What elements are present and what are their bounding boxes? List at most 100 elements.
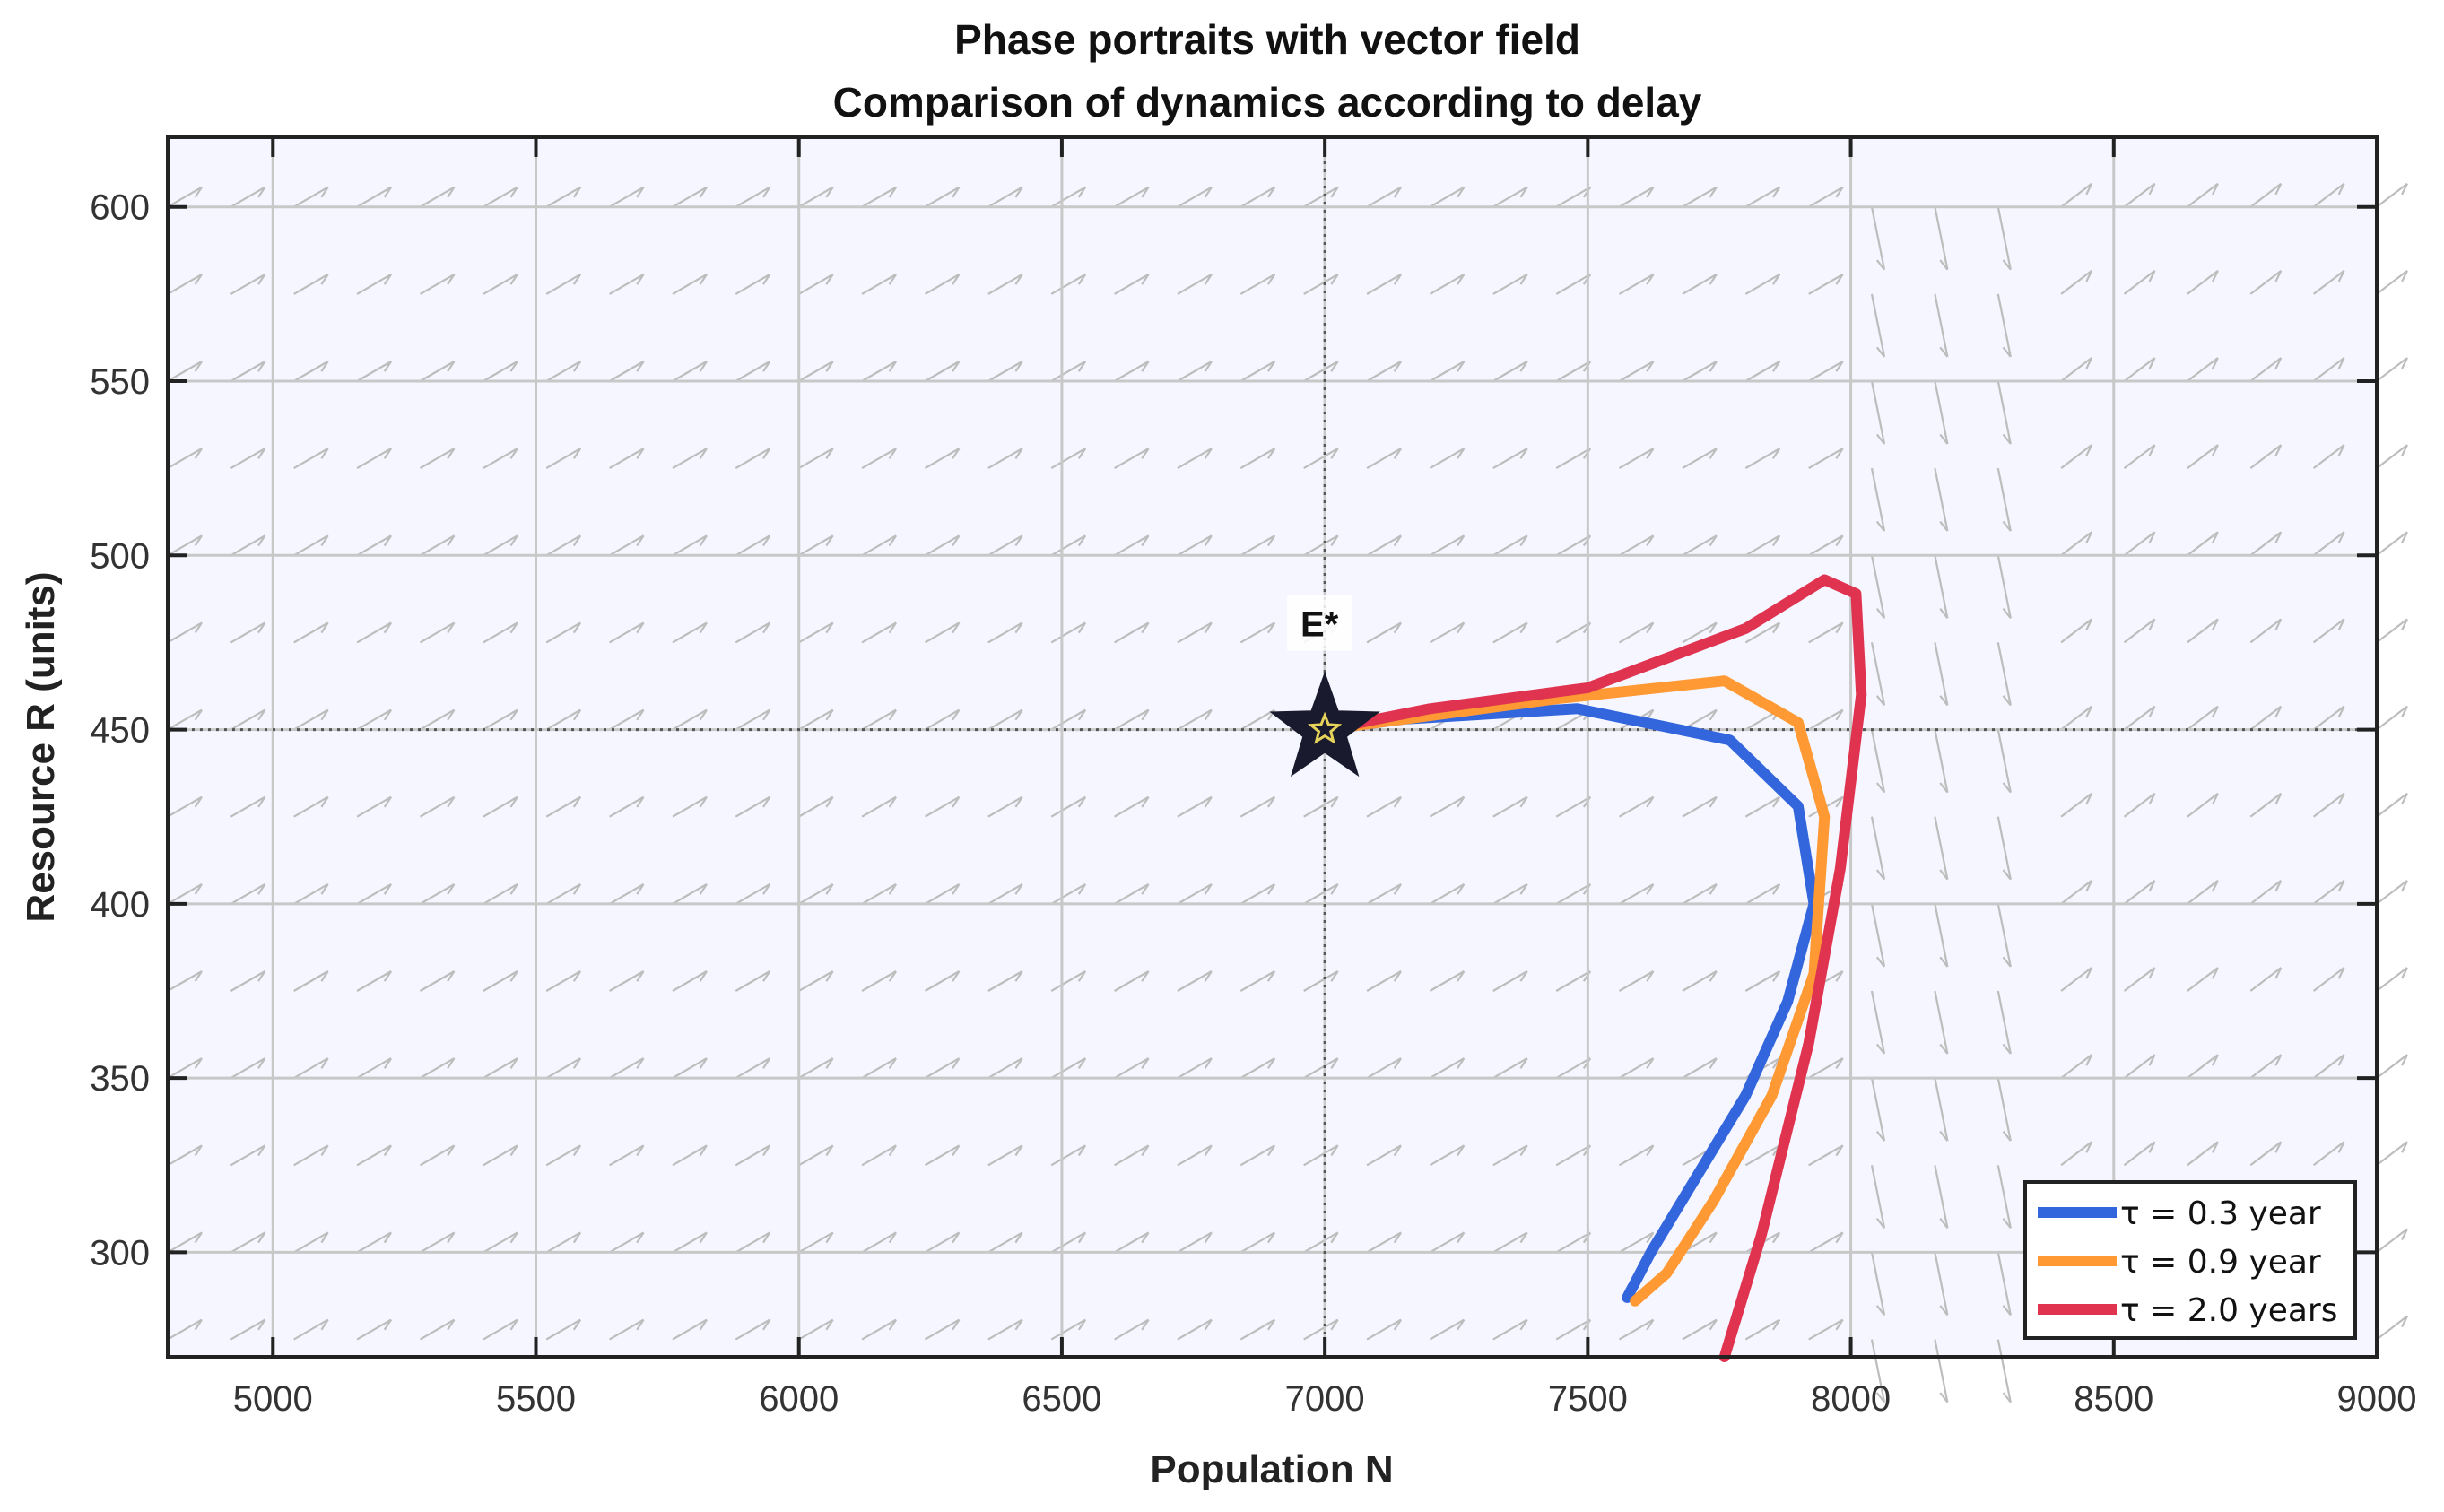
vector-arrow: [356, 1144, 392, 1167]
vector-arrow-head: [2212, 270, 2219, 282]
vector-arrow-head: [825, 970, 834, 982]
vector-arrow-head: [320, 621, 329, 634]
vector-arrow-head: [320, 448, 329, 459]
vector-arrow: [1239, 534, 1275, 557]
vector-arrow-head: [888, 1318, 898, 1331]
vector-arrow-head: [1646, 448, 1655, 459]
vector-arrow-head: [2212, 183, 2219, 196]
vector-arrow: [1996, 555, 2012, 619]
vector-arrow: [1492, 273, 1528, 295]
vector-arrow-head: [1141, 796, 1150, 808]
vector-arrow: [1555, 795, 1591, 818]
vector-arrow: [1429, 273, 1465, 295]
vector-arrow-head: [1771, 883, 1781, 895]
vector-arrow: [1618, 448, 1655, 470]
vector-arrow: [419, 621, 456, 644]
vector-arrow: [609, 448, 645, 470]
vector-arrow: [2187, 270, 2219, 295]
vector-arrow: [2249, 531, 2282, 557]
vector-arrow: [167, 186, 203, 208]
vector-arrow: [924, 448, 961, 470]
vector-arrow-head: [1141, 448, 1150, 459]
vector-arrow-head: [1204, 1057, 1213, 1069]
vector-arrow: [987, 795, 1023, 818]
vector-arrow-head: [2002, 695, 2012, 707]
vector-arrow-head: [2212, 531, 2219, 543]
vector-arrow-head: [1519, 796, 1528, 808]
vector-arrow: [2312, 444, 2345, 469]
vector-arrow: [924, 534, 961, 557]
vector-arrow: [798, 273, 834, 295]
vector-arrow: [1239, 186, 1275, 208]
vector-arrow-head: [636, 534, 645, 547]
vector-arrow-head: [1077, 534, 1087, 547]
vector-arrow: [2187, 792, 2219, 818]
vector-arrow-head: [2212, 357, 2219, 369]
vector-arrow-head: [1646, 1144, 1655, 1157]
vector-arrow: [1870, 380, 1886, 445]
vector-arrow: [861, 970, 897, 992]
vector-arrow-head: [2274, 618, 2283, 630]
vector-arrow-head: [888, 621, 898, 634]
x-axis-label: Population N: [1150, 1447, 1393, 1491]
equilibrium-marker: E*: [1269, 595, 1380, 778]
vector-arrow: [1114, 795, 1150, 818]
vector-arrow: [861, 1057, 897, 1080]
vector-arrow: [987, 361, 1023, 382]
vector-arrow-head: [257, 1231, 266, 1244]
vector-arrow: [1870, 1077, 1886, 1142]
vector-arrow: [1618, 1318, 1655, 1341]
vector-arrow: [230, 1057, 265, 1080]
vector-arrow-head: [509, 1318, 518, 1331]
vector-arrow-head: [509, 448, 518, 459]
vector-arrow: [735, 273, 770, 295]
vector-arrow-head: [1330, 1057, 1339, 1069]
vector-arrow-head: [2401, 1054, 2408, 1066]
vector-arrow-head: [1771, 796, 1781, 808]
vector-arrow-head: [1519, 448, 1528, 459]
vector-arrow-head: [1266, 1231, 1276, 1244]
vector-arrow: [2249, 182, 2282, 208]
vector-arrow-head: [1939, 259, 1949, 271]
vector-arrow: [1366, 361, 1402, 382]
vector-arrow-head: [1646, 361, 1655, 372]
vector-arrow: [2249, 270, 2282, 295]
plot-frame: [166, 135, 2379, 1359]
vector-arrow: [230, 534, 265, 557]
vector-arrow-head: [447, 796, 456, 808]
equilibrium-star-icon: [1269, 671, 1380, 778]
vector-arrow: [609, 970, 645, 992]
vector-arrow: [1303, 273, 1339, 295]
vector-arrow: [1808, 708, 1844, 731]
vector-arrow-head: [1875, 1130, 1885, 1142]
vector-arrow-head: [572, 1231, 582, 1244]
vector-arrow: [609, 621, 645, 644]
vector-arrow: [1682, 970, 1718, 992]
vector-arrow-head: [2274, 1054, 2283, 1066]
vector-arrow: [1050, 273, 1086, 295]
equilibrium-star-inner: [1308, 711, 1343, 744]
vector-arrow-head: [1141, 708, 1150, 721]
vector-arrow-head: [2401, 706, 2408, 718]
vector-arrow: [483, 882, 518, 905]
vector-arrow: [1555, 621, 1591, 644]
vector-arrow-head: [1014, 708, 1023, 721]
vector-arrow-head: [888, 448, 898, 459]
vector-arrow-head: [1939, 608, 1949, 619]
vector-arrow-head: [1266, 621, 1276, 634]
vector-arrow: [1870, 206, 1886, 270]
vector-arrow: [419, 1231, 456, 1254]
vector-field: [167, 182, 2408, 1403]
vector-arrow-head: [572, 187, 582, 198]
vector-arrow: [1808, 1057, 1844, 1080]
vector-arrow: [1870, 642, 1886, 706]
vector-arrow-head: [1014, 187, 1023, 198]
vector-arrow-head: [383, 970, 393, 982]
vector-arrow-head: [762, 361, 771, 372]
vector-arrow: [2249, 1141, 2282, 1167]
vector-arrow-head: [194, 361, 203, 372]
vector-arrow-head: [2148, 1054, 2156, 1066]
vector-arrow-head: [2274, 706, 2283, 718]
vector-arrow: [1239, 882, 1275, 905]
vector-arrow-head: [1771, 448, 1781, 459]
